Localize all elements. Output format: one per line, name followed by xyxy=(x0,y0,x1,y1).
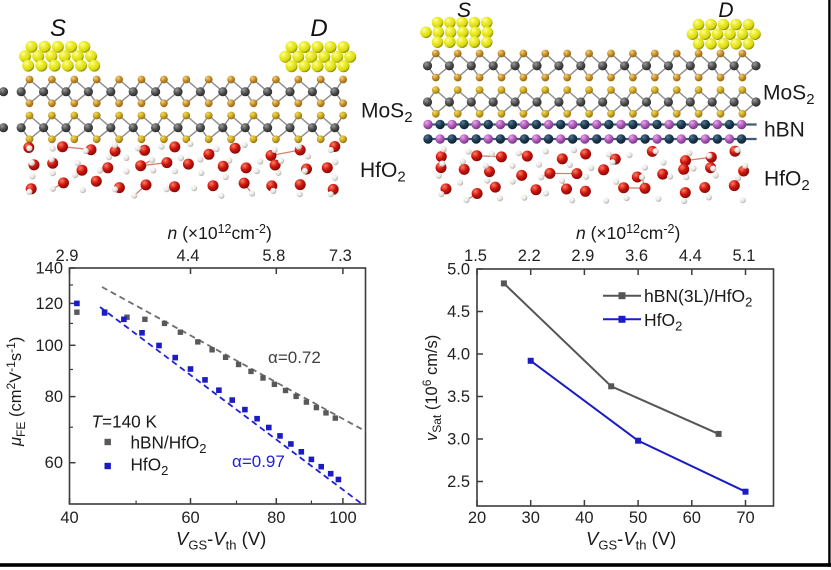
svg-text:100: 100 xyxy=(35,337,63,355)
svg-text:80: 80 xyxy=(267,509,285,527)
svg-text:2.9: 2.9 xyxy=(56,247,79,265)
svg-text:D: D xyxy=(310,15,327,42)
svg-text:4.4: 4.4 xyxy=(177,247,200,265)
svg-text:3.5: 3.5 xyxy=(447,388,470,406)
svg-text:20: 20 xyxy=(468,509,486,527)
svg-text:μFE (cm2V-1s-1): μFE (cm2V-1s-1) xyxy=(4,337,28,447)
svg-text:hBN: hBN xyxy=(764,119,805,142)
svg-text:VGS-Vth (V): VGS-Vth (V) xyxy=(586,528,676,553)
svg-text:50: 50 xyxy=(629,509,647,527)
svg-text:2.5: 2.5 xyxy=(447,473,470,491)
svg-text:hBN/HfO2: hBN/HfO2 xyxy=(131,432,207,456)
svg-text:100: 100 xyxy=(329,509,357,527)
svg-text:α=0.97: α=0.97 xyxy=(232,452,285,471)
svg-text:30: 30 xyxy=(522,509,540,527)
svg-text:HfO2: HfO2 xyxy=(131,455,169,479)
svg-text:S: S xyxy=(457,0,471,22)
svg-text:5.1: 5.1 xyxy=(733,247,756,265)
svg-text:60: 60 xyxy=(45,454,63,472)
svg-text:80: 80 xyxy=(45,388,63,406)
svg-text:3.0: 3.0 xyxy=(447,431,470,449)
svg-text:4.4: 4.4 xyxy=(679,247,702,265)
svg-text:120: 120 xyxy=(35,295,63,313)
svg-text:70: 70 xyxy=(736,509,754,527)
svg-text:D: D xyxy=(718,0,733,22)
svg-text:T=140 K: T=140 K xyxy=(92,412,158,432)
svg-text:5.0: 5.0 xyxy=(447,261,470,279)
svg-text:2.2: 2.2 xyxy=(518,247,541,265)
svg-text:n (×1012cm-2): n (×1012cm-2) xyxy=(168,222,272,243)
svg-text:S: S xyxy=(50,15,66,42)
svg-text:1.5: 1.5 xyxy=(464,247,487,265)
svg-text:2.9: 2.9 xyxy=(571,247,594,265)
svg-text:HfO2: HfO2 xyxy=(360,159,406,186)
svg-text:40: 40 xyxy=(60,509,78,527)
svg-text:HfO2: HfO2 xyxy=(764,168,810,195)
svg-text:n (×1012cm-2): n (×1012cm-2) xyxy=(576,222,680,243)
svg-text:5.8: 5.8 xyxy=(262,247,285,265)
svg-text:140: 140 xyxy=(35,260,63,278)
svg-text:60: 60 xyxy=(683,509,701,527)
svg-text:vSat (106 cm/s): vSat (106 cm/s) xyxy=(420,335,444,441)
svg-text:7.3: 7.3 xyxy=(329,247,352,265)
svg-text:VGS-Vth (V): VGS-Vth (V) xyxy=(176,528,266,553)
svg-text:4.0: 4.0 xyxy=(447,346,470,364)
svg-text:4.5: 4.5 xyxy=(447,303,470,321)
svg-text:hBN(3L)/HfO2: hBN(3L)/HfO2 xyxy=(644,286,752,310)
svg-text:HfO2: HfO2 xyxy=(644,310,682,334)
svg-text:40: 40 xyxy=(575,509,593,527)
svg-text:3.6: 3.6 xyxy=(625,247,648,265)
svg-text:60: 60 xyxy=(181,509,199,527)
svg-text:MoS2: MoS2 xyxy=(763,82,815,109)
svg-text:α=0.72: α=0.72 xyxy=(268,348,321,367)
svg-text:MoS2: MoS2 xyxy=(361,100,413,127)
